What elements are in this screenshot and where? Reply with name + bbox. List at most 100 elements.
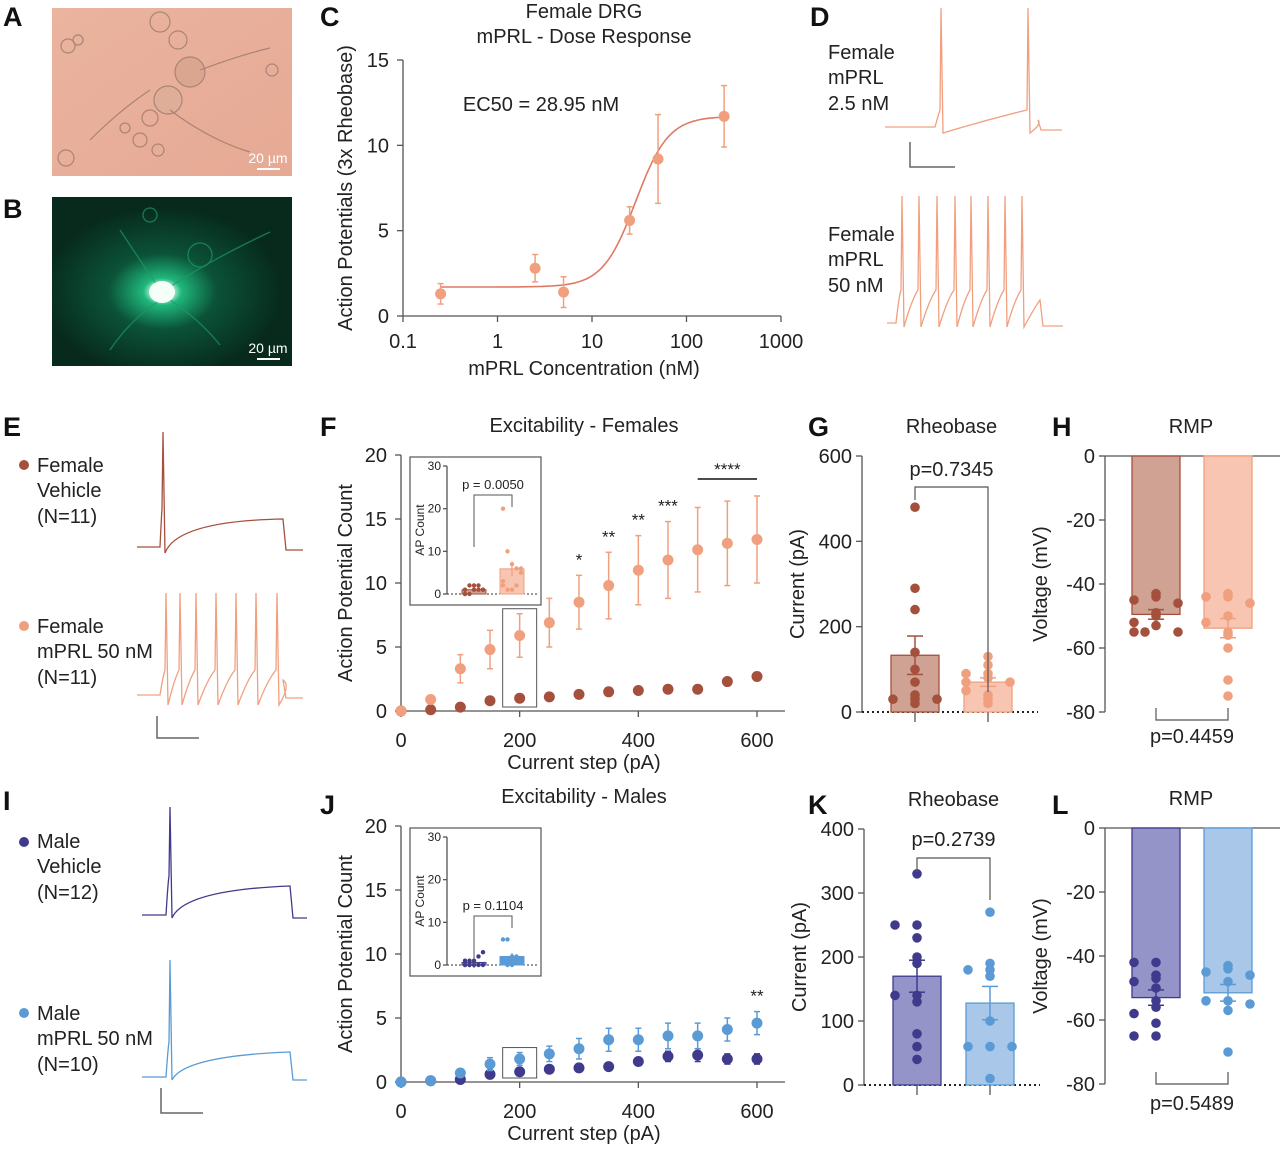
y-tick-label: 15 [365,880,387,902]
data-point [751,533,763,545]
x-tick-label: 200 [503,1101,536,1123]
inset-data-point [505,937,510,942]
data-point [425,704,437,716]
data-point [1129,1008,1139,1019]
data-point [435,288,447,300]
data-point [751,670,763,682]
inset-y-axis-label: AP Count [413,875,427,927]
legend-label: Female [37,616,104,638]
data-point [932,694,942,704]
data-point [1201,592,1211,602]
panel-letter-h: H [1052,412,1072,442]
chart-title: mPRL - Dose Response [477,26,692,48]
p-value-label: p=0.2739 [912,829,996,851]
data-point [692,683,704,695]
data-point [910,502,920,512]
x-tick-label: 0.1 [389,331,417,353]
data-point [662,683,674,695]
data-point [1173,598,1183,608]
y-tick-label: 200 [821,947,854,969]
data-point [1223,1005,1233,1016]
significance-stars: *** [658,497,678,516]
inset-data-point [476,583,481,588]
data-point [721,676,733,688]
trace-label: 50 nM [828,275,884,297]
data-point [1223,643,1233,653]
data-point [1140,627,1150,637]
significance-stars: ** [602,527,616,546]
y-tick-label: 20 [365,445,387,467]
data-point [514,692,526,704]
data-point [1151,592,1161,602]
inset-y-tick-label: 30 [428,830,442,844]
x-axis-label: mPRL Concentration (nM) [468,358,700,380]
y-axis-label: Voltage (mV) [1030,526,1052,642]
y-tick-label: 20 [365,816,387,838]
y-tick-label: 200 [819,617,852,639]
panel-letter-f: F [320,412,337,442]
inset-data-point [462,587,468,592]
highlight-box [502,608,538,708]
inset-data-point [480,962,486,968]
legend-marker-female-mprl [19,621,29,631]
inset-data-point [471,583,477,588]
data-point [1223,691,1233,701]
inset-data-point [480,587,486,592]
inset-data-point [467,583,472,588]
inset-data-point [476,587,481,592]
y-tick-label: 15 [367,50,389,72]
data-point [890,990,900,1001]
inset-data-point [500,579,506,584]
data-point [961,668,971,679]
data-point [543,617,555,629]
inset-data-point [518,958,524,963]
inset-data-point [500,958,506,963]
p-value-bracket [1155,708,1229,721]
panel-letter-a: A [3,2,23,32]
trace-label: 2.5 nM [828,93,889,115]
y-tick-label: 15 [365,509,387,531]
y-tick-label: 0 [841,702,852,724]
data-point [573,1062,585,1074]
brightfield-micrograph: 20 µm [52,8,292,176]
legend-label: Male [37,1003,80,1025]
data-point [721,1053,733,1065]
data-point [514,1053,526,1065]
data-point [985,1016,995,1026]
y-axis-label: Current (pA) [787,529,809,639]
legend-marker-male-vehicle [19,837,29,847]
chart-title: Excitability - Males [501,786,667,808]
data-point [632,564,644,576]
bar [1203,455,1253,629]
data-point [1201,996,1211,1006]
panel-letter-g: G [808,412,829,442]
inset-data-point [509,587,515,592]
data-point [632,1034,644,1046]
scale-bar [160,1088,203,1114]
data-point [484,644,496,656]
x-tick-label: 1000 [759,331,804,353]
x-tick-label: 0 [395,730,406,752]
data-point [961,685,971,696]
inset-data-point [500,506,506,511]
legend-label: (N=10) [37,1054,99,1076]
significance-stars: ** [750,987,764,1006]
inset-frame [409,827,542,977]
data-point [1223,1047,1233,1057]
trace-label: Female [828,224,895,246]
panel-letter-k: K [808,790,828,820]
scale-bar-label: 20 µm [248,150,287,166]
legend-label: (N=11) [37,506,97,528]
fit-curve [440,116,725,288]
legend-label: Vehicle [37,480,102,502]
y-tick-label: -40 [1066,946,1095,968]
legend-label: Female [37,455,104,477]
inset-data-point [476,962,481,968]
data-point [1151,973,1161,984]
y-tick-label: 300 [821,883,854,905]
data-point [1245,999,1255,1009]
voltage-trace-female-vehicle [137,431,303,554]
y-tick-label: 10 [367,135,389,157]
x-axis-label: Current step (pA) [507,1123,660,1145]
voltage-trace-mprl-50nm [887,195,1063,330]
